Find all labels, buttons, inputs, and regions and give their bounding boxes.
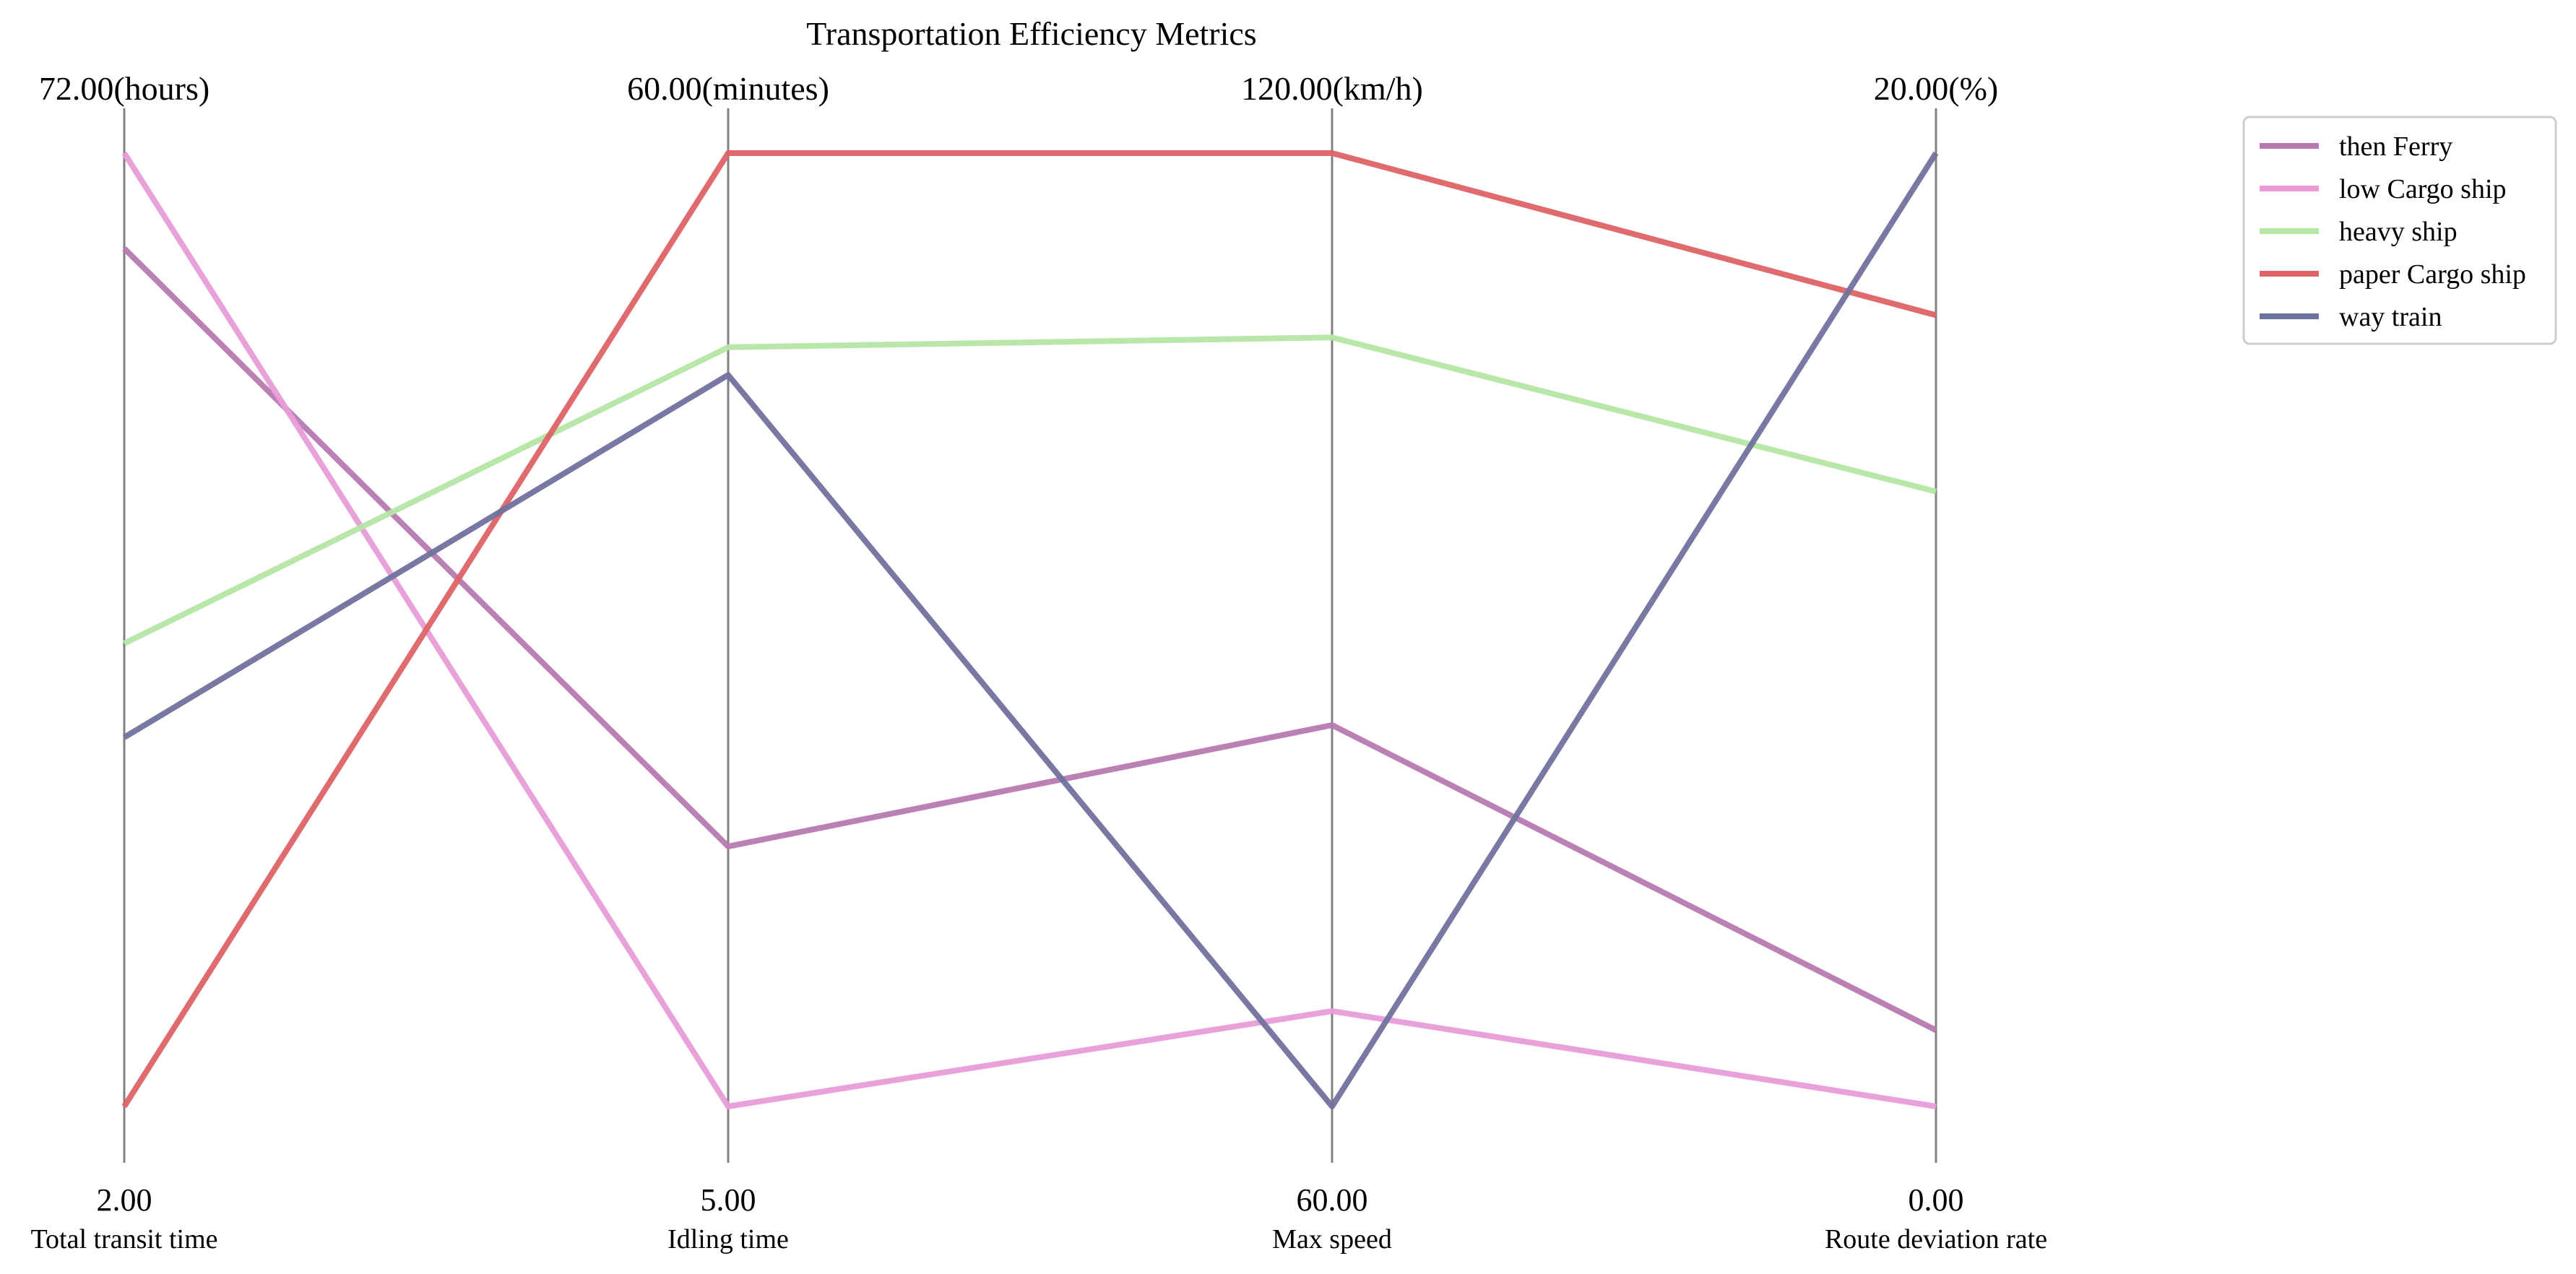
legend-label: way train (2339, 302, 2442, 332)
axis-name-label: Max speed (1272, 1224, 1392, 1254)
axis-min-label: 60.00 (1297, 1182, 1368, 1218)
legend-label: low Cargo ship (2339, 174, 2507, 204)
axis-name-label: Total transit time (30, 1224, 217, 1254)
legend-item: paper Cargo ship (2260, 259, 2526, 290)
legend-item: low Cargo ship (2260, 174, 2507, 204)
series-line-1 (121, 151, 1937, 1109)
axis-max-label: 120.00(km/h) (1241, 70, 1423, 107)
legend-label: then Ferry (2339, 131, 2452, 162)
axis-max-label: 20.00(%) (1874, 70, 1998, 107)
series-lines-layer (121, 150, 1939, 1109)
axis-min-label: 5.00 (701, 1182, 756, 1218)
legend: then Ferry low Cargo ship heavy ship paper … (2242, 116, 2557, 345)
axis-min-label: 2.00 (97, 1182, 152, 1218)
series-line-0 (122, 246, 1937, 1033)
axis-name-label: Idling time (667, 1224, 789, 1254)
axis-max-label: 72.00(hours) (39, 70, 209, 107)
axis-min-label: 0.00 (1909, 1182, 1964, 1218)
legend-item: heavy ship (2260, 217, 2458, 247)
legend-item: way train (2260, 302, 2442, 332)
legend-label: heavy ship (2339, 217, 2458, 247)
series-line-4 (122, 151, 1939, 1109)
series-line-3 (121, 150, 1937, 1109)
legend-items: then Ferry low Cargo ship heavy ship paper … (2260, 131, 2526, 332)
axis-1: 60.00(minutes) 5.00 Idling time (627, 70, 829, 1254)
legend-label: paper Cargo ship (2339, 259, 2526, 290)
axis-0: 72.00(hours) 2.00 Total transit time (30, 70, 217, 1254)
legend-frame (2242, 116, 2557, 345)
axis-3: 20.00(%) 0.00 Route deviation rate (1825, 70, 2047, 1254)
series-line-2 (123, 334, 1937, 646)
chart-title: Transportation Efficiency Metrics (806, 15, 1256, 52)
legend-item: then Ferry (2260, 131, 2452, 162)
axes-layer: 72.00(hours) 2.00 Total transit time 60.00(… (30, 70, 2047, 1254)
axis-2: 120.00(km/h) 60.00 Max speed (1241, 70, 1423, 1254)
axis-name-label: Route deviation rate (1825, 1224, 2047, 1254)
axis-max-label: 60.00(minutes) (627, 70, 829, 107)
